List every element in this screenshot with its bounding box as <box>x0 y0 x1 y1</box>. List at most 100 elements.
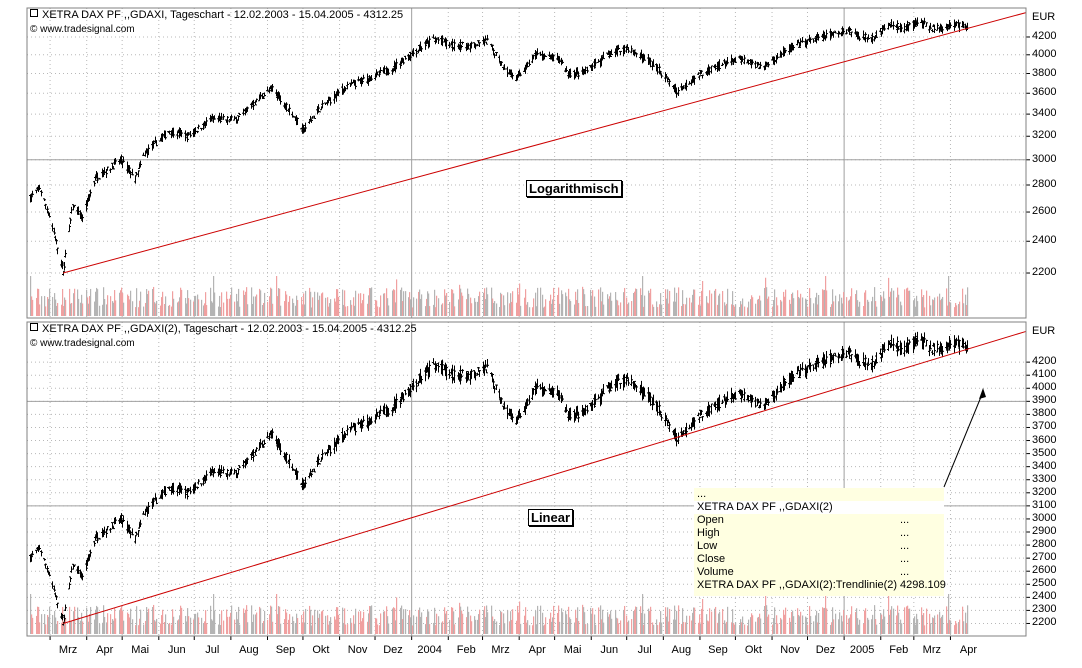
panel-2-square-icon[interactable] <box>30 323 38 331</box>
volume-bar <box>900 301 902 316</box>
ohlc-bar <box>664 72 667 83</box>
ohlc-bar <box>105 528 108 538</box>
volume-bar <box>143 624 145 634</box>
volume-bar <box>409 610 411 634</box>
volume-bar <box>777 623 779 634</box>
volume-bar <box>462 613 464 634</box>
ohlc-bar <box>925 22 928 27</box>
ohlc-bar <box>362 415 365 423</box>
ohlc-bar <box>668 422 671 432</box>
volume-bar <box>955 620 957 634</box>
volume-bar <box>110 296 112 316</box>
ohlc-bar <box>519 413 522 419</box>
volume-bar <box>776 615 778 634</box>
ohlc-bar <box>783 47 786 57</box>
y-tick-label: 2700 <box>1032 551 1057 564</box>
volume-bar <box>772 306 774 316</box>
volume-bar <box>345 306 347 316</box>
ohlc-bar <box>121 160 124 168</box>
volume-bar <box>263 302 265 316</box>
volume-bar <box>280 623 282 634</box>
volume-bar <box>809 288 811 316</box>
ohlc-bar <box>784 380 787 386</box>
volume-bar <box>735 304 737 316</box>
ohlc-bar <box>630 45 633 54</box>
volume-bar <box>61 304 63 316</box>
ohlc-bar <box>262 96 265 99</box>
volume-bar <box>603 304 605 316</box>
x-tick-label: Feb <box>456 644 476 656</box>
panel-1-square-icon[interactable] <box>30 9 38 17</box>
volume-bar <box>393 607 395 634</box>
panel-1-trendline[interactable] <box>62 12 1027 274</box>
ohlc-bar <box>220 465 223 474</box>
volume-bar <box>524 297 526 316</box>
volume-bar <box>104 617 106 634</box>
data-window-row-low: Low... <box>697 540 910 552</box>
volume-bar <box>731 304 733 316</box>
volume-bar <box>608 616 610 634</box>
x-tick-label: 2005 <box>849 644 875 656</box>
volume-bar <box>859 301 861 316</box>
volume-bar <box>139 618 141 634</box>
ohlc-bar <box>176 131 179 140</box>
y-tick-label: 3100 <box>1032 498 1057 511</box>
panel-2-trendline[interactable] <box>62 330 1027 624</box>
volume-bar <box>882 619 884 634</box>
volume-bar <box>512 291 514 316</box>
volume-bar <box>421 294 423 316</box>
ohlc-bar <box>172 482 175 495</box>
volume-bar <box>764 605 766 634</box>
volume-bar <box>272 303 274 316</box>
volume-bar <box>780 299 782 316</box>
volume-bar <box>173 298 175 316</box>
volume-bar <box>71 620 73 634</box>
ohlc-bar <box>161 489 164 500</box>
ohlc-bar <box>263 439 266 445</box>
volume-bar <box>370 288 372 316</box>
volume-bar <box>797 290 799 316</box>
volume-bar <box>172 609 174 634</box>
volume-bar <box>106 622 108 634</box>
ohlc-bar <box>682 430 685 436</box>
volume-bar <box>880 294 882 316</box>
ohlc-bar <box>875 30 878 38</box>
volume-bar <box>666 616 668 634</box>
volume-bar <box>279 606 281 634</box>
ohlc-bar <box>176 487 179 497</box>
volume-bar <box>408 297 410 316</box>
ohlc-bar <box>962 338 965 349</box>
volume-bar <box>428 611 430 634</box>
ohlc-bar <box>511 73 514 80</box>
volume-bar <box>212 620 214 634</box>
volume-bar <box>656 619 658 634</box>
ohlc-bar <box>168 130 171 135</box>
volume-bar <box>850 614 852 634</box>
ohlc-bar <box>311 469 314 473</box>
volume-bar <box>181 607 183 634</box>
volume-bar <box>594 296 596 316</box>
volume-bar <box>683 303 685 316</box>
volume-bar <box>52 614 54 634</box>
data-window[interactable]: ... XETRA DAX PF ,,GDAXI(2) Open... High… <box>694 488 946 596</box>
volume-bar <box>872 296 874 316</box>
ohlc-bar <box>279 95 282 105</box>
volume-bar <box>350 300 352 316</box>
volume-bar <box>896 615 898 634</box>
volume-bar <box>678 287 680 316</box>
volume-bar <box>897 605 899 634</box>
volume-bar <box>741 622 743 634</box>
volume-bar <box>798 296 800 316</box>
ohlc-bar <box>55 595 58 600</box>
volume-bar <box>735 622 737 634</box>
ohlc-bar <box>184 485 187 499</box>
volume-bar <box>693 607 695 634</box>
volume-bar <box>525 607 527 634</box>
ohlc-bar <box>812 364 815 371</box>
volume-bar <box>876 306 878 316</box>
volume-bar <box>592 290 594 316</box>
ohlc-bar <box>849 348 852 353</box>
volume-bar <box>37 288 39 316</box>
volume-bar <box>947 305 949 316</box>
ohlc-bar <box>147 501 150 514</box>
